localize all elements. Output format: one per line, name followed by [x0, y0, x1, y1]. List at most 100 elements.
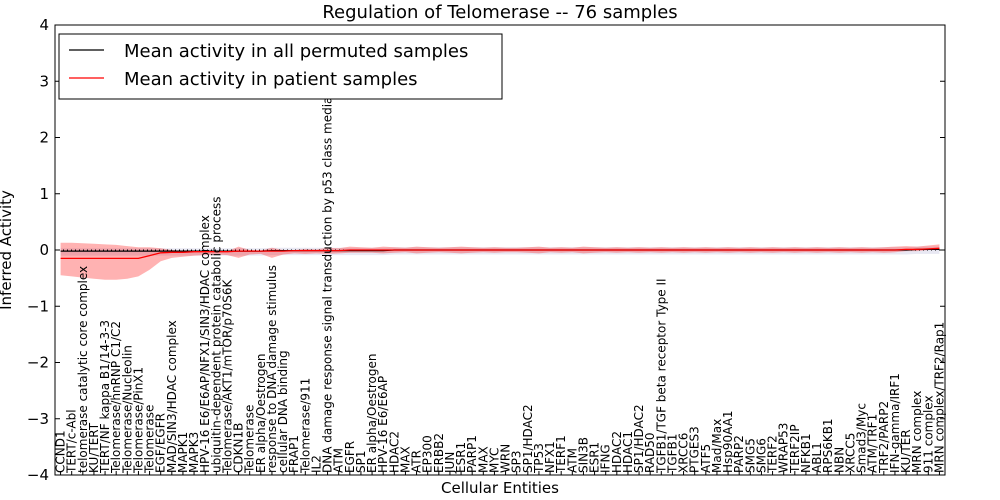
x-entity-label: TGFB1 [665, 434, 679, 474]
x-entity-label: MRN complex [910, 391, 924, 473]
x-entity-label: ESR1 [454, 442, 468, 473]
x-entity-label: HPV-16 E6/E6AP/NFX1/SIN3/HDAC complex [198, 215, 212, 473]
y-tick-label: 4 [39, 16, 49, 34]
x-entity-label: TERT/c-Abl [65, 409, 79, 474]
x-entity-label: 911 complex [921, 395, 935, 473]
chart-title: Regulation of Telomerase -- 76 samples [322, 2, 677, 23]
x-entity-label: SMG5 [743, 438, 757, 473]
patient-mean-line [60, 247, 940, 260]
x-entity-label: EP300 [421, 435, 435, 473]
x-entity-label: NFX1 [543, 441, 557, 473]
y-tick-label: 1 [39, 185, 49, 203]
legend-label-permuted: Mean activity in all permuted samples [124, 41, 468, 62]
x-entity-label: cellular DNA binding [276, 350, 290, 473]
x-entity-label: IFNG [599, 444, 613, 473]
x-entity-label: MAPK1 [176, 432, 190, 473]
y-tick-label: −1 [27, 297, 49, 315]
x-entity-label: SMG6 [754, 438, 768, 473]
x-entity-label: TERT/NF kappa B1/14-3-3 [98, 320, 112, 474]
permuted-activity-band [60, 246, 940, 256]
x-entity-label: JUN [443, 452, 457, 474]
x-entity-label: KU/TERT [87, 422, 101, 473]
x-entity-label: ATR [410, 450, 424, 473]
x-entity-label: Smad3/Myc [855, 403, 869, 473]
x-entity-label: ATM [332, 448, 346, 473]
x-axis-label: Cellular Entities [441, 479, 559, 497]
x-entity-label: NFKB1 [799, 433, 813, 473]
x-entity-label: RAD50 [643, 432, 657, 473]
x-entity-label: WRN [499, 444, 513, 473]
x-entity-label: EGF/EGFR [154, 413, 168, 473]
x-entity-label: ER alpha/Oestrogen [254, 354, 268, 473]
y-tick-label: 3 [39, 72, 49, 90]
x-entity-label: DNA damage response signal transduction … [321, 80, 335, 473]
x-entity-label: XRCC6 [677, 433, 691, 473]
x-entity-label: IFN-gamma/IRF1 [888, 373, 902, 473]
x-entity-label: Telomerase/Nucleolin [120, 345, 134, 474]
plot-area [55, 242, 945, 280]
x-entity-label: FRAP1 [287, 435, 301, 473]
x-entity-label: TERF2IP [788, 424, 802, 474]
x-entity-label: telomerase catalytic core complex [76, 266, 90, 473]
x-entity-label: CDKN1B [232, 423, 246, 473]
x-entity-label: KU/TER [899, 429, 913, 473]
x-entity-label: IL2 [309, 455, 323, 473]
x-entity-label: Telomerase/911 [298, 378, 312, 474]
y-tick-label: 2 [39, 129, 49, 147]
x-entity-label: Telomerase/AKT1/mTOR/p70S6K [220, 278, 234, 474]
x-entity-label: MAX [476, 446, 490, 473]
x-entity-label: SIN3B [576, 437, 590, 473]
x-entity-label: SP1/HDAC2 [521, 404, 535, 473]
x-entity-label: TRF2/PARP2 [877, 401, 891, 474]
x-entity-label: MAD/SIN3/HDAC complex [165, 320, 179, 473]
x-entity-label: TERF1 [554, 435, 568, 474]
x-entity-label: XRCC5 [843, 433, 857, 473]
legend-label-patient: Mean activity in patient samples [124, 69, 418, 90]
x-entity-label: response to DNA damage stimulus [265, 265, 279, 473]
y-axis-label: Inferred Activity [0, 190, 15, 310]
x-entity-label: ATM [565, 448, 579, 473]
y-tick-label: −2 [27, 354, 49, 372]
y-tick-label: −4 [27, 466, 49, 484]
x-entity-label: SP1 [354, 451, 368, 474]
y-tick-label: −3 [27, 410, 49, 428]
x-entity-label: MAX [398, 446, 412, 473]
x-entity-label: Telomerase/PinX1 [131, 367, 145, 474]
x-entity-label: HDAC2 [387, 431, 401, 473]
x-entity-label: ATF5 [699, 444, 713, 473]
x-entity-label: ATM/TRF1 [866, 414, 880, 473]
x-entity-label: CCND1 [54, 430, 68, 473]
x-entity-label: HDAC1 [621, 431, 635, 473]
x-entity-label: PTGES3 [688, 426, 702, 473]
x-entity-label: Mad/Max [710, 419, 724, 473]
x-entity-label: Telomerase [143, 405, 157, 474]
x-entity-label: SP3 [510, 451, 524, 474]
x-entity-label: PARP2 [732, 435, 746, 473]
x-entity-label: Hsp90AA1 [721, 410, 735, 473]
x-entity-label: PARP1 [465, 435, 479, 473]
x-entity-label: WRAP53 [777, 423, 791, 473]
x-entity-label: ER alpha/Oestrogen [365, 354, 379, 473]
x-entity-label: MAPK3 [187, 432, 201, 473]
legend: Mean activity in all permuted samples Me… [58, 33, 503, 100]
y-tick-label: 0 [39, 241, 49, 259]
x-entity-label: EGFR [343, 441, 357, 473]
x-entity-label: ESR1 [588, 442, 602, 473]
x-entity-label: ubiquitin-dependent protein catabolic pr… [209, 197, 223, 473]
x-entity-label: Telomerase/hnRNP C1/C2 [109, 321, 123, 474]
patient-activity-band [60, 242, 940, 280]
x-entity-label: TP53 [532, 443, 546, 474]
x-entity-label: HPV-16 E6/E6AP [376, 376, 390, 473]
x-entity-label: ABL1 [810, 442, 824, 473]
x-entity-label: NBN [832, 447, 846, 473]
x-entity-label: SP1/HDAC2 [632, 404, 646, 473]
x-entity-label: RPS6KB1 [821, 418, 835, 473]
legend-box [58, 33, 503, 100]
x-entity-label: MRN complex/TRF2/Rap1 [932, 322, 946, 473]
x-entity-label: TGFB1/TGF beta receptor Type II [654, 278, 668, 474]
x-entity-label: TERF2 [766, 435, 780, 474]
x-entity-label: ERBB2 [432, 433, 446, 473]
y-axis-ticks: −4 −3 −2 −1 0 1 2 3 4 [27, 16, 945, 484]
